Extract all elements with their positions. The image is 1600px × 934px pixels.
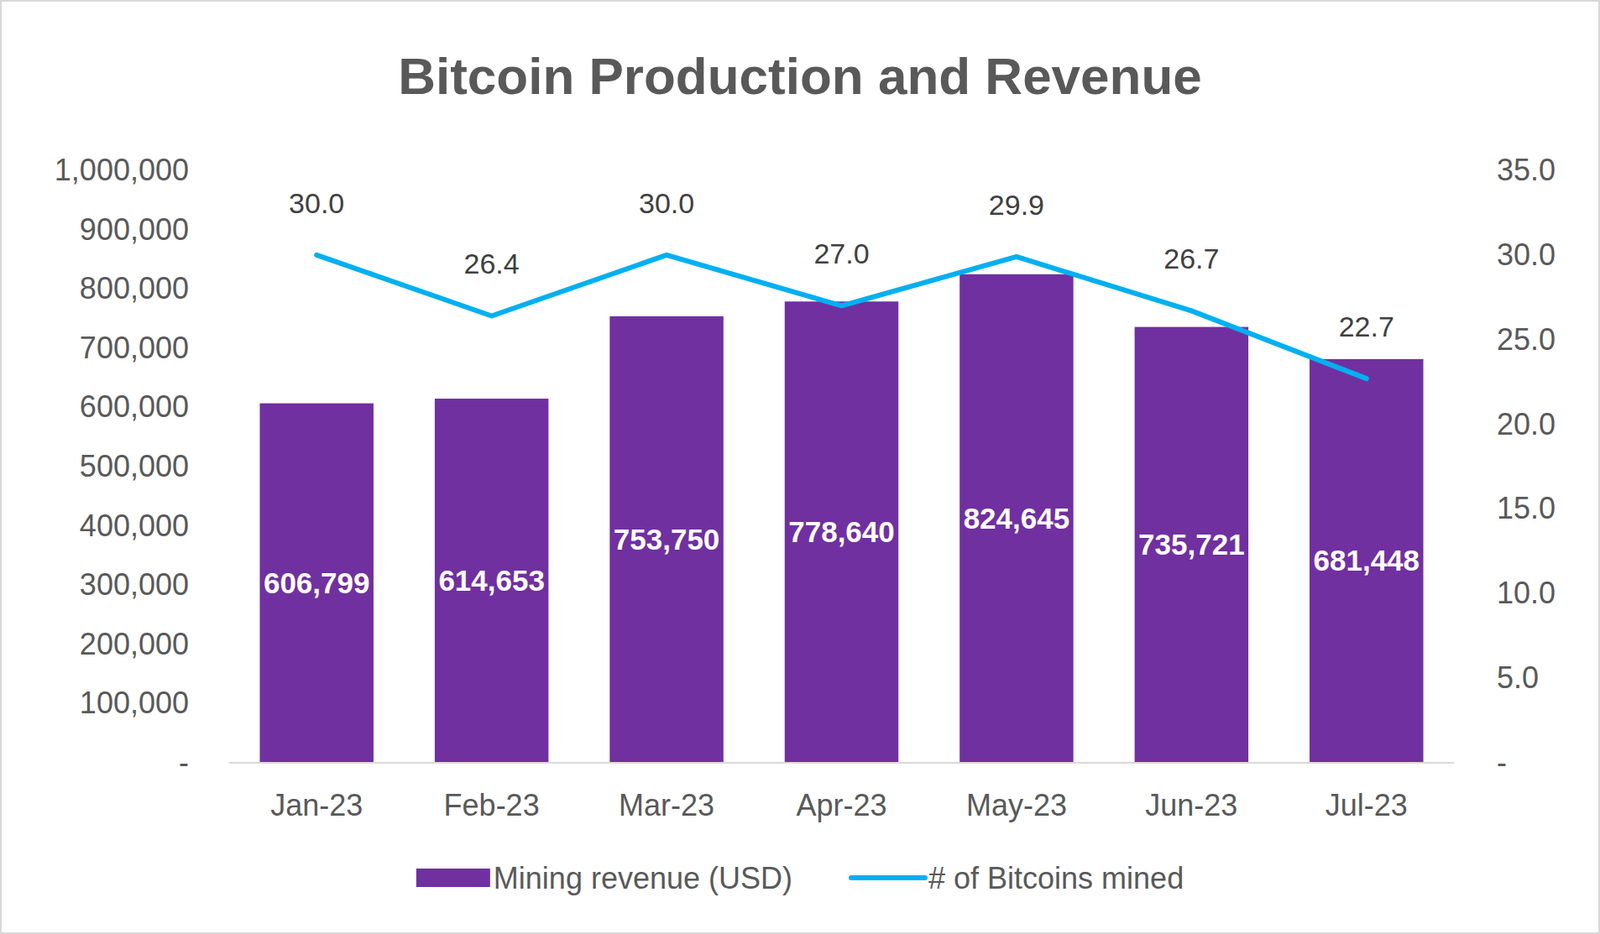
bar-label: 681,448	[1313, 543, 1421, 577]
y2-tick-label: 20.0	[1496, 407, 1556, 442]
bar-label: 753,750	[613, 522, 721, 556]
line-label: 30.0	[638, 187, 695, 220]
y2-tick-label: 10.0	[1496, 575, 1556, 611]
y-tick	[224, 347, 230, 349]
x-tick-label: Apr-23	[795, 788, 887, 823]
y-tick	[224, 703, 230, 705]
bar	[1134, 327, 1249, 764]
y-tick-label: 200,000	[79, 627, 189, 662]
x-tick-label: Jul-23	[1325, 788, 1408, 823]
line-label: 27.0	[813, 237, 869, 270]
legend-item: # of Bitcoins mined	[851, 861, 1184, 896]
legend-swatch	[416, 868, 491, 888]
legend-label: Mining revenue (USD)	[493, 861, 793, 896]
line-label: 29.9	[988, 188, 1045, 221]
bar	[259, 403, 373, 764]
chart: Bitcoin Production and Revenue - 100,000 20…	[0, 0, 1600, 934]
x-tick-label: Jan-23	[270, 788, 363, 823]
y2-tick	[1453, 593, 1459, 595]
chart-container: Bitcoin Production and Revenue - 100,000 20…	[0, 0, 1600, 934]
y-tick-label: 300,000	[79, 567, 189, 602]
bar-label: 614,653	[438, 564, 545, 597]
y-tick	[224, 525, 230, 527]
y-tick	[224, 407, 230, 408]
bar-label: 824,645	[963, 501, 1071, 535]
bar-label: 735,721	[1138, 528, 1245, 561]
y2-tick-label: 30.0	[1496, 237, 1556, 272]
line-label: 22.7	[1338, 310, 1395, 343]
y-tick	[224, 466, 230, 468]
y-tick-label: 100,000	[79, 685, 189, 721]
y-tick	[224, 229, 230, 231]
y-tick-label: 600,000	[79, 389, 189, 424]
bar	[609, 316, 723, 764]
legend-label: # of Bitcoins mined	[928, 861, 1184, 896]
y-tick-label: 700,000	[79, 330, 189, 366]
y2-tick-label: 25.0	[1496, 322, 1556, 357]
bar	[434, 398, 549, 764]
x-axis	[229, 762, 1454, 764]
y2-tick	[1453, 423, 1459, 425]
y-tick-label: 400,000	[79, 508, 189, 544]
line-label: 30.0	[288, 187, 345, 220]
x-tick-label: Jun-23	[1145, 788, 1238, 823]
y-tick	[224, 288, 230, 290]
y2-tick-label: 5.0	[1496, 660, 1539, 696]
y2-tick	[1453, 508, 1459, 510]
bar-label: 778,640	[788, 515, 895, 549]
y-tick-label: -	[178, 745, 189, 780]
y2-tick-label: 15.0	[1496, 491, 1556, 526]
legend: Mining revenue (USD) # of Bitcoins mined	[416, 861, 1184, 896]
bar	[784, 301, 899, 764]
x-tick-label: Mar-23	[618, 788, 715, 823]
y2-tick	[1453, 170, 1459, 172]
line-label: 26.7	[1163, 242, 1219, 275]
bar	[959, 274, 1073, 764]
x-tick-label: Feb-23	[444, 788, 540, 823]
line-label: 26.4	[464, 247, 520, 280]
y2-tick-label: -	[1496, 745, 1507, 780]
y-tick	[224, 585, 230, 586]
legend-swatch	[851, 875, 926, 881]
y2-tick	[1453, 763, 1459, 764]
y2-tick-label: 35.0	[1496, 152, 1556, 188]
x-tick-label: May-23	[966, 788, 1067, 823]
bar	[1309, 359, 1423, 764]
y-tick	[224, 763, 230, 764]
y-tick-label: 500,000	[79, 449, 189, 484]
y-tick-label: 800,000	[79, 271, 189, 306]
y-tick	[224, 170, 230, 172]
chart-frame	[0, 0, 1600, 934]
data-labels: 606,799 614,653 753,750 778,640 824,645 735,7…	[263, 187, 1420, 600]
bar-label: 606,799	[263, 566, 371, 600]
y-tick-label: 900,000	[79, 212, 189, 247]
y2-tick	[1453, 254, 1459, 256]
legend-item: Mining revenue (USD)	[416, 861, 793, 896]
title: Bitcoin Production and Revenue	[397, 47, 1203, 105]
y-tick	[224, 643, 230, 645]
y2-tick	[1453, 678, 1459, 680]
y-tick-label: 1,000,000	[54, 152, 189, 188]
y2-tick	[1453, 339, 1459, 340]
plot-area	[259, 255, 1423, 764]
